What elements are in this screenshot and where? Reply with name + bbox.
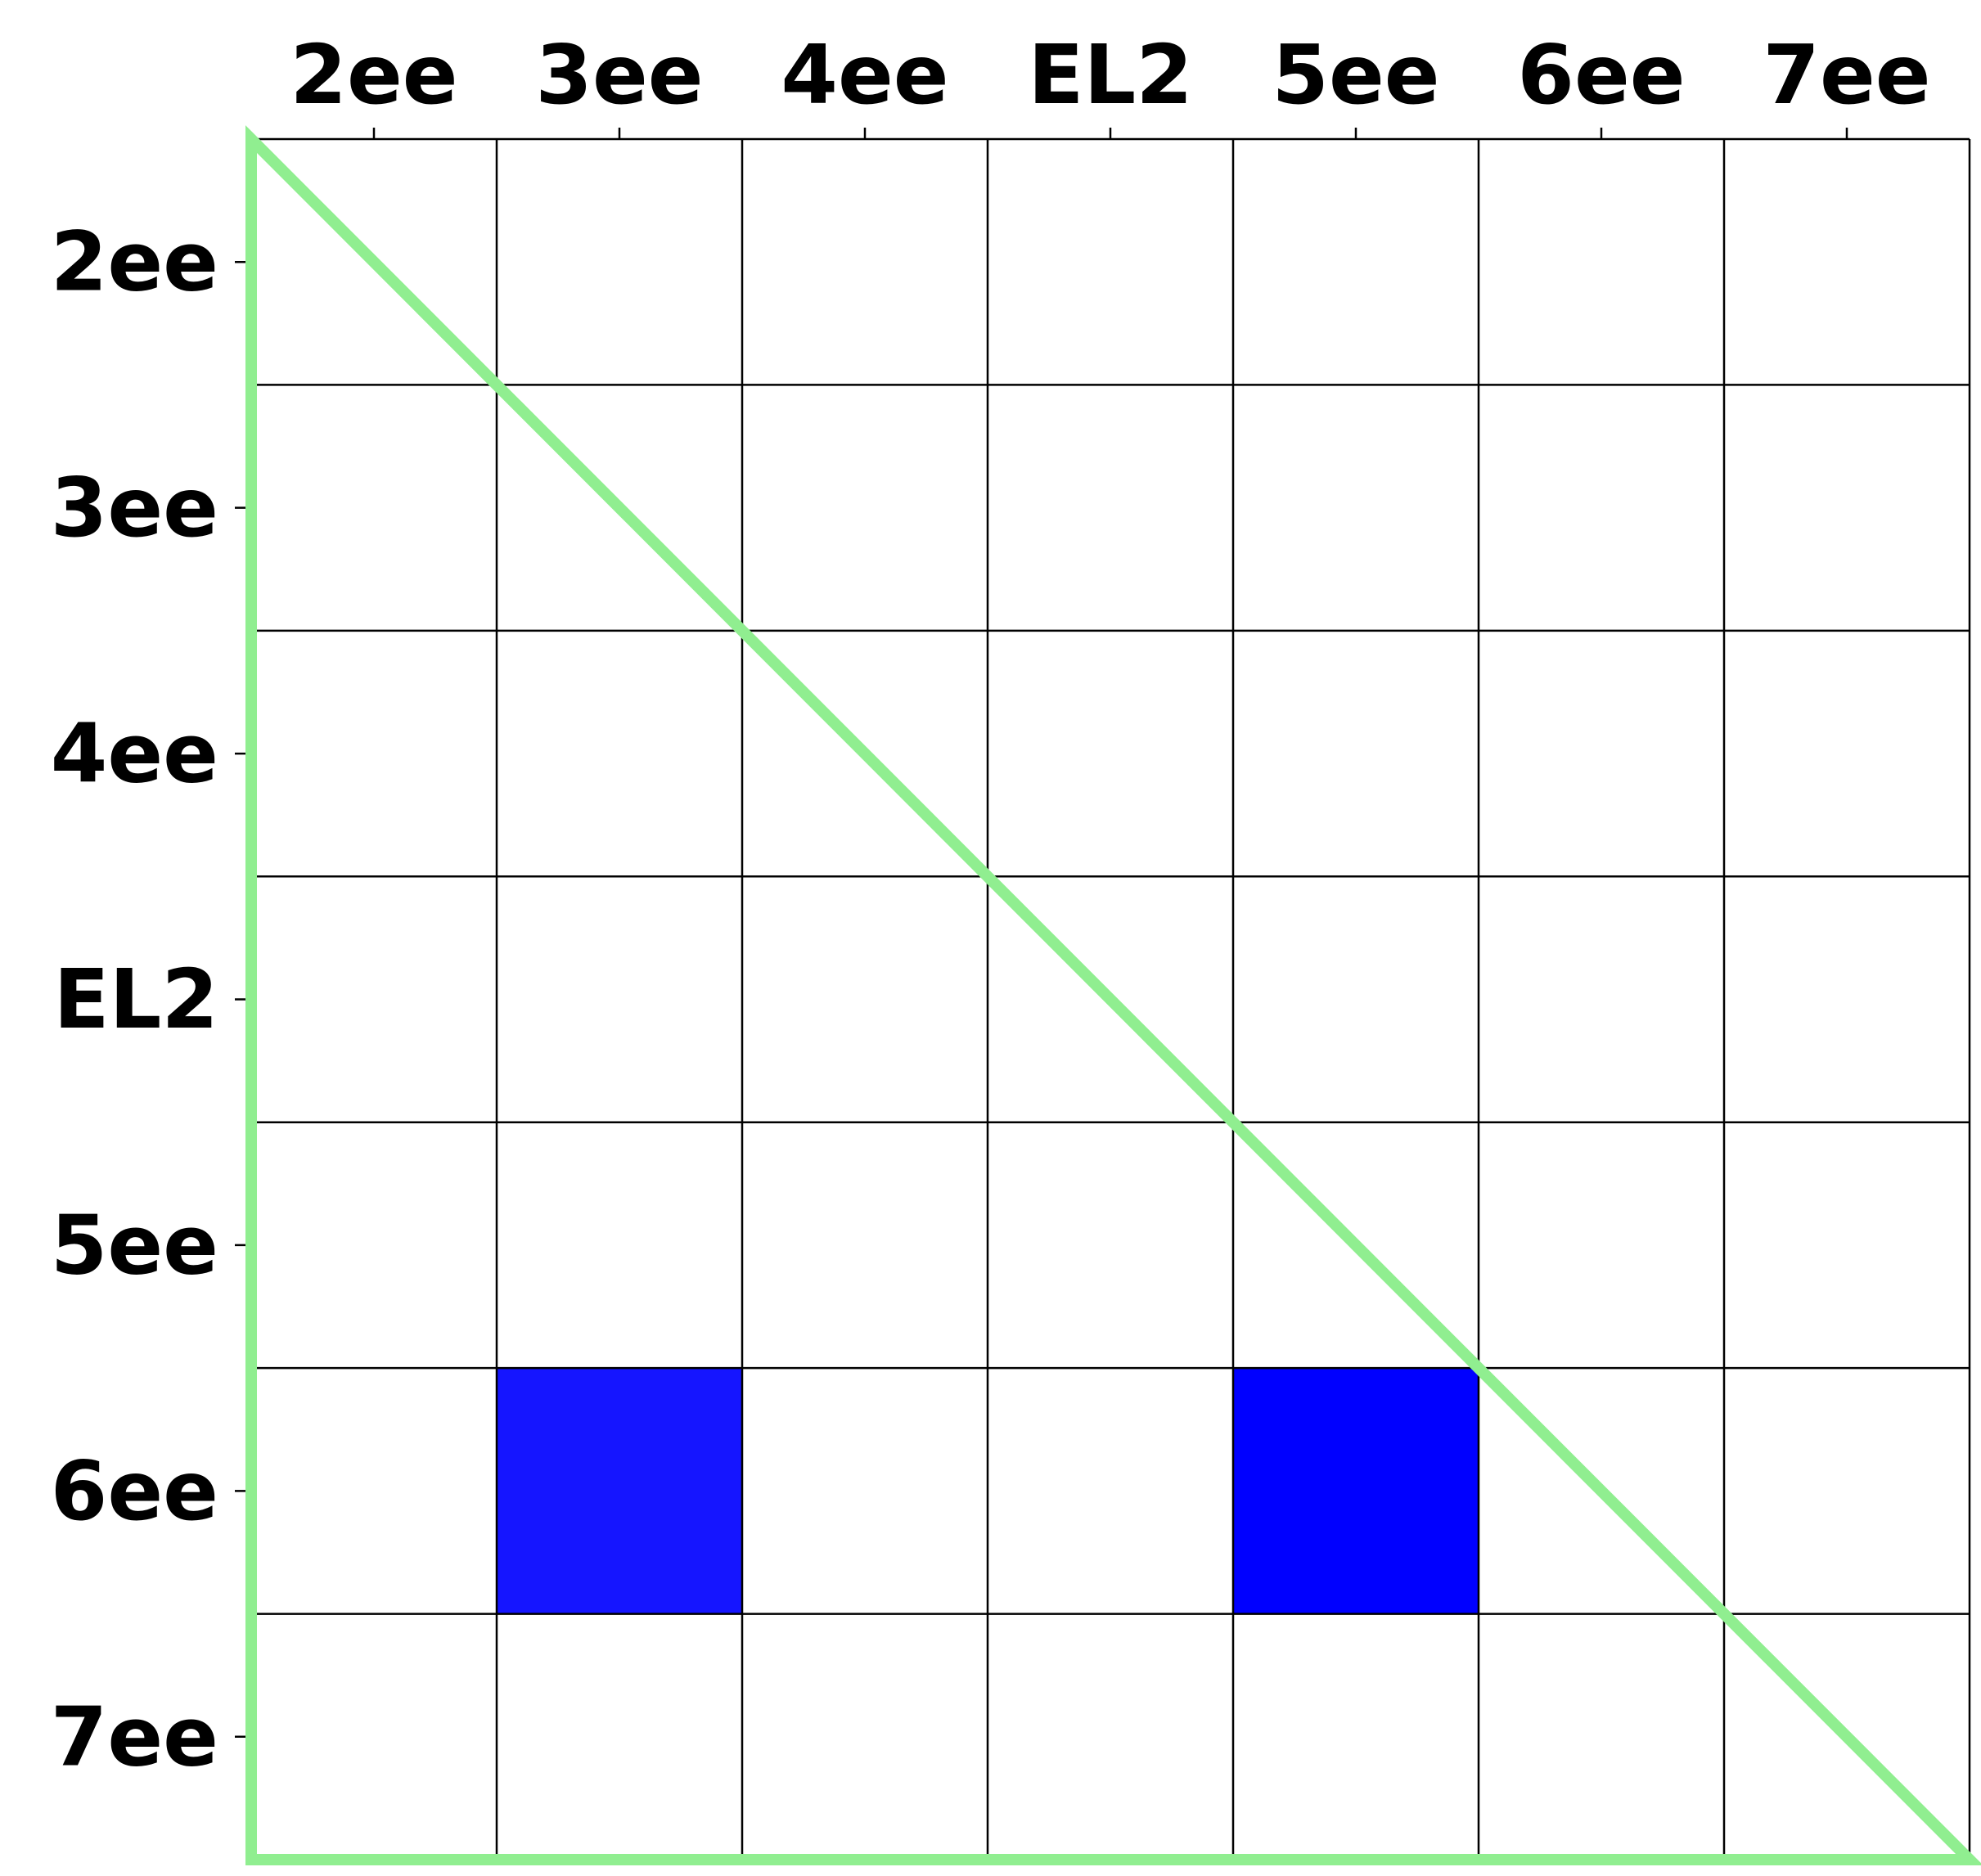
x-tick-label: EL2 (1028, 27, 1193, 123)
x-tick-label: 6ee (1517, 27, 1685, 123)
x-tick-label: 4ee (781, 27, 948, 123)
heatmap-cell-4ee-7ee (1724, 630, 1970, 877)
heatmap-cell-EL2-4ee (742, 876, 988, 1122)
heatmap-cell-3ee-EL2 (988, 385, 1233, 631)
heatmap-cell-5ee-4ee (742, 1122, 988, 1369)
y-tick-label: EL2 (53, 951, 218, 1047)
heatmap-cell-2ee-5ee (1233, 139, 1479, 385)
heatmap-cell-3ee-2ee (251, 385, 497, 631)
heatmap-cell-4ee-2ee (251, 630, 497, 877)
heatmap-cell-6ee-4ee (742, 1368, 988, 1614)
heatmap-cell-7ee-EL2 (988, 1613, 1233, 1860)
heatmap-cell-4ee-EL2 (988, 630, 1233, 877)
heatmap-cell-2ee-EL2 (988, 139, 1233, 385)
filled-cell-6ee-3ee (497, 1368, 742, 1614)
filled-cell-6ee-5ee (1233, 1368, 1479, 1614)
heatmap-cell-EL2-6ee (1479, 876, 1724, 1122)
heatmap-cell-7ee-6ee (1479, 1613, 1724, 1860)
heatmap-cell-3ee-7ee (1724, 385, 1970, 631)
heatmap-cell-4ee-5ee (1233, 630, 1479, 877)
heatmap-cell-7ee-3ee (497, 1613, 742, 1860)
heatmap-cell-2ee-3ee (497, 139, 742, 385)
heatmap-cell-2ee-7ee (1724, 139, 1970, 385)
x-axis-tick-labels: 2ee 3ee 4ee EL2 5ee 6ee 7ee (290, 27, 1930, 123)
heatmap-cell-6ee-EL2 (988, 1368, 1233, 1614)
heatmap-cell-5ee-3ee (497, 1122, 742, 1369)
heatmap-cells (251, 139, 1970, 1860)
heatmap-cell-5ee-6ee (1479, 1122, 1724, 1369)
x-tick-label: 2ee (290, 27, 457, 123)
y-tick-label: 3ee (51, 460, 218, 556)
y-tick-label: 4ee (51, 706, 218, 802)
heatmap-cell-2ee-4ee (742, 139, 988, 385)
heatmap-cell-EL2-2ee (251, 876, 497, 1122)
heatmap-cell-5ee-EL2 (988, 1122, 1233, 1369)
y-tick-label: 2ee (51, 214, 218, 310)
x-tick-label: 5ee (1272, 27, 1439, 123)
heatmap-cell-3ee-4ee (742, 385, 988, 631)
x-tick-label: 7ee (1763, 27, 1930, 123)
heatmap-cell-5ee-7ee (1724, 1122, 1970, 1369)
heatmap-cell-7ee-5ee (1233, 1613, 1479, 1860)
heatmap-cell-2ee-6ee (1479, 139, 1724, 385)
heatmap-cell-7ee-4ee (742, 1613, 988, 1860)
heatmap-cell-4ee-3ee (497, 630, 742, 877)
heatmap-cell-6ee-2ee (251, 1368, 497, 1614)
heatmap-cell-EL2-3ee (497, 876, 742, 1122)
heatmap-cell-EL2-7ee (1724, 876, 1970, 1122)
heatmap-cell-3ee-6ee (1479, 385, 1724, 631)
heatmap-cell-4ee-6ee (1479, 630, 1724, 877)
diagonal-triangle-outline (245, 125, 1981, 1865)
heatmap-cell-EL2-5ee (1233, 876, 1479, 1122)
triangle-outline (245, 125, 1981, 1865)
heatmap-cell-5ee-2ee (251, 1122, 497, 1369)
y-tick-label: 6ee (51, 1443, 218, 1539)
heatmap-cell-7ee-2ee (251, 1613, 497, 1860)
y-axis-tick-labels: 2ee 3ee 4ee EL2 5ee 6ee 7ee (51, 214, 218, 1785)
heatmap-cell-6ee-7ee (1724, 1368, 1970, 1614)
y-tick-label: 5ee (51, 1197, 218, 1293)
y-tick-label: 7ee (51, 1689, 218, 1784)
x-tick-label: 3ee (535, 27, 703, 123)
heatmap-cell-3ee-5ee (1233, 385, 1479, 631)
